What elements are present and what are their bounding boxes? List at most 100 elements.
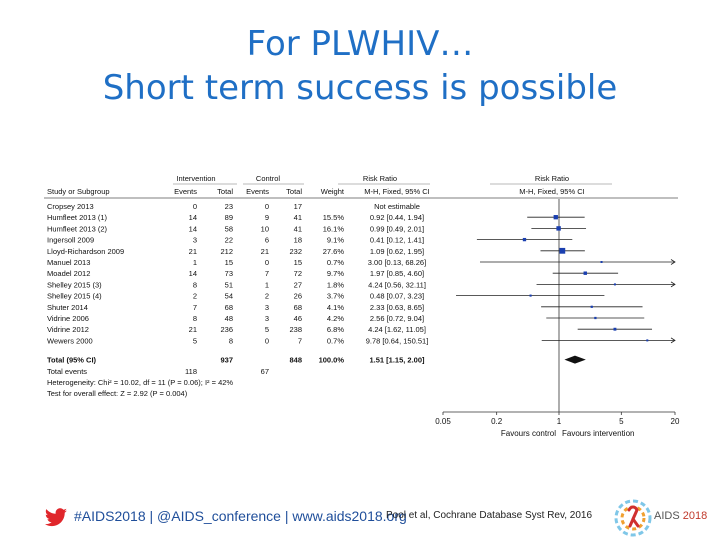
study-ci-arrow xyxy=(670,259,676,265)
study-ci: 0.92 [0.44, 1.94] xyxy=(370,213,424,222)
study-control-events: 9 xyxy=(265,213,269,222)
twitter-bird-icon xyxy=(45,508,67,527)
study-ci-arrow xyxy=(670,281,676,288)
header-method: M-H, Fixed, 95% CI xyxy=(364,187,429,196)
study-control-total: 18 xyxy=(294,236,302,245)
x-axis-tick-label: 1 xyxy=(557,417,562,426)
study-point-square xyxy=(529,294,532,297)
overall-effect-text: Test for overall effect: Z = 2.92 (P = 0… xyxy=(47,389,188,398)
study-intervention-events: 0 xyxy=(193,202,197,211)
study-control-total: 7 xyxy=(298,336,302,345)
slide-title-line1: For PLWHIV… xyxy=(246,24,474,64)
study-ci: 2.56 [0.72, 9.04] xyxy=(370,314,424,323)
study-point-square xyxy=(600,261,603,263)
study-weight: 0.7% xyxy=(327,258,344,267)
x-axis-tick-label: 0.05 xyxy=(435,417,451,426)
total-events-label: Total events xyxy=(47,367,87,376)
study-weight: 16.1% xyxy=(323,224,345,233)
total-label: Total (95% CI) xyxy=(47,356,97,365)
x-axis-label-favours-control: Favours control xyxy=(501,429,556,438)
study-point-square xyxy=(613,283,616,286)
study-point-square xyxy=(613,327,617,331)
study-point-square xyxy=(556,226,561,231)
study-name: Vidrine 2006 xyxy=(47,314,89,323)
total-ci: 1.51 [1.15, 2.00] xyxy=(369,356,425,365)
total-control-total: 848 xyxy=(289,356,302,365)
study-intervention-events: 1 xyxy=(193,258,197,267)
footer-citation: Pool et al, Cochrane Database Syst Rev, … xyxy=(386,510,593,521)
study-weight: 15.5% xyxy=(323,213,345,222)
study-control-events: 3 xyxy=(265,303,269,312)
study-control-total: 68 xyxy=(294,303,302,312)
study-intervention-total: 68 xyxy=(225,303,233,312)
study-intervention-total: 212 xyxy=(220,247,233,256)
study-intervention-total: 8 xyxy=(229,336,233,345)
study-intervention-total: 51 xyxy=(225,280,233,289)
study-intervention-total: 89 xyxy=(225,213,233,222)
aids2018-ribbon-logo xyxy=(614,499,652,537)
study-control-total: 41 xyxy=(294,224,302,233)
study-intervention-total: 48 xyxy=(225,314,233,323)
study-control-total: 15 xyxy=(294,258,302,267)
study-intervention-events: 8 xyxy=(193,280,197,289)
total-events-intervention: 118 xyxy=(185,367,197,376)
study-intervention-events: 14 xyxy=(189,269,197,278)
study-control-events: 1 xyxy=(265,280,269,289)
total-events-control: 67 xyxy=(261,367,269,376)
study-intervention-total: 22 xyxy=(225,236,233,245)
header-study: Study or Subgroup xyxy=(47,187,110,196)
study-intervention-total: 58 xyxy=(225,224,233,233)
aids2018-logo-text: AIDS 2018 xyxy=(654,510,707,522)
study-intervention-events: 7 xyxy=(193,303,197,312)
study-intervention-events: 8 xyxy=(193,314,197,323)
header-intervention-total: Total xyxy=(217,187,233,196)
header-risk-ratio: Risk Ratio xyxy=(363,174,397,183)
study-control-events: 7 xyxy=(265,269,269,278)
study-name: Wewers 2000 xyxy=(47,336,93,345)
study-name: Moadel 2012 xyxy=(47,269,90,278)
study-intervention-events: 21 xyxy=(189,325,197,334)
study-control-events: 3 xyxy=(265,314,269,323)
header-intervention: Intervention xyxy=(176,174,215,183)
footer: #AIDS2018 | @AIDS_conference | www.aids2… xyxy=(0,498,720,540)
study-name: Lloyd-Richardson 2009 xyxy=(47,247,124,256)
study-control-total: 41 xyxy=(294,213,302,222)
header-method-plot: M-H, Fixed, 95% CI xyxy=(519,187,584,196)
study-point-square xyxy=(583,271,587,275)
study-ci: 0.48 [0.07, 3.23] xyxy=(370,292,424,301)
study-ci: 0.99 [0.49, 2.01] xyxy=(370,224,424,233)
header-intervention-events: Events xyxy=(174,187,197,196)
study-control-total: 232 xyxy=(289,247,302,256)
study-weight: 4.1% xyxy=(327,303,344,312)
study-ci: 1.97 [0.85, 4.60] xyxy=(370,269,424,278)
study-control-total: 238 xyxy=(289,325,302,334)
study-intervention-total: 73 xyxy=(225,269,233,278)
study-point-square xyxy=(594,316,597,320)
study-point-square xyxy=(646,339,649,342)
footer-hashtags: #AIDS2018 | @AIDS_conference | www.aids2… xyxy=(74,508,407,524)
x-axis-tick-label: 5 xyxy=(619,417,624,426)
study-control-events: 0 xyxy=(265,258,269,267)
study-control-events: 5 xyxy=(265,325,269,334)
study-intervention-events: 5 xyxy=(193,336,197,345)
study-point-square xyxy=(559,247,566,254)
x-axis-label-favours-intervention: Favours intervention xyxy=(562,429,634,438)
study-weight: 3.7% xyxy=(327,292,344,301)
study-intervention-total: 15 xyxy=(225,258,233,267)
study-weight: 9.7% xyxy=(327,269,344,278)
study-name: Humfleet 2013 (2) xyxy=(47,224,108,233)
study-control-total: 72 xyxy=(294,269,302,278)
study-ci: 9.78 [0.64, 150.51] xyxy=(366,336,429,345)
study-name: Manuel 2013 xyxy=(47,258,90,267)
study-name: Humfleet 2013 (1) xyxy=(47,213,108,222)
study-name: Shelley 2015 (4) xyxy=(47,292,102,301)
study-ci: 3.00 [0.13, 68.26] xyxy=(368,258,426,267)
study-intervention-total: 23 xyxy=(225,202,233,211)
heterogeneity-text: Heterogeneity: Chi² = 10.02, df = 11 (P … xyxy=(47,378,233,387)
study-control-events: 0 xyxy=(265,202,269,211)
study-intervention-events: 2 xyxy=(193,292,197,301)
study-name: Shuter 2014 xyxy=(47,303,88,312)
study-ci: 0.41 [0.12, 1.41] xyxy=(370,236,424,245)
study-ci: 4.24 [0.56, 32.11] xyxy=(368,280,426,289)
study-ci: Not estimable xyxy=(374,202,420,211)
